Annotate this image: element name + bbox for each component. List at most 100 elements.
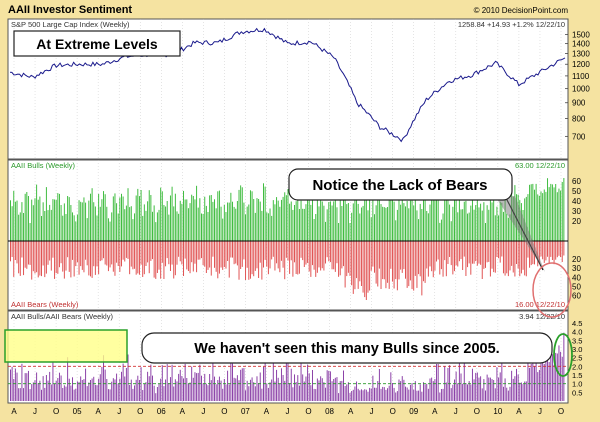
bulls-bar (556, 192, 558, 241)
bulls-bar (356, 195, 358, 241)
bulls-bar (91, 188, 93, 241)
bears-bar (349, 241, 351, 276)
bears-bar (183, 241, 185, 276)
ratio-bar (481, 388, 483, 401)
ratio-bar (156, 387, 158, 401)
ratio-bar (39, 380, 41, 401)
bears-bar (138, 241, 140, 275)
bulls-bar (227, 202, 229, 241)
price-ytick-label: 900 (572, 99, 586, 108)
ratio-bar (321, 378, 323, 401)
ratio-bar (300, 363, 302, 401)
ratio-bar (249, 379, 251, 401)
bulls-bar (256, 198, 258, 241)
bulls-bar (290, 201, 292, 241)
bulls-bar (525, 196, 527, 241)
ratio-bar (512, 378, 514, 401)
ratio-bar (109, 389, 111, 401)
bulls-bar (333, 201, 335, 241)
bulls-bar (426, 211, 428, 241)
bears-bar (83, 241, 85, 273)
ratio-bar (411, 383, 413, 401)
ratio-bar (60, 375, 62, 401)
ratio-bar (364, 389, 366, 401)
bears-bar (450, 241, 452, 266)
ratio-bar (320, 376, 322, 401)
ratio-bar (506, 387, 508, 401)
bulls-bar (106, 206, 108, 241)
bulls-bar (251, 191, 253, 241)
bears-bar (210, 241, 212, 276)
bulls-bar (524, 198, 526, 241)
bears-bar (522, 241, 524, 270)
ratio-bar (414, 381, 416, 401)
ratio-bar (509, 386, 511, 401)
bulls-bar (362, 205, 364, 241)
bulls-bar (352, 203, 354, 241)
ratio-bar (325, 387, 327, 401)
bears-bar (470, 241, 472, 275)
bulls-bar (124, 209, 126, 241)
bears-bar (248, 241, 250, 280)
ratio-bar (346, 384, 348, 401)
bears-bar (387, 241, 389, 283)
bulls-bar (294, 205, 296, 241)
bears-bar (475, 241, 477, 262)
ratio-bar (360, 389, 362, 401)
ratio-bar (382, 386, 384, 401)
bears-bar (117, 241, 119, 266)
bulls-bar (75, 221, 77, 241)
ratio-bar (530, 363, 532, 401)
ratio-bar (243, 368, 245, 401)
bulls-bar (10, 200, 11, 241)
ratio-bar (326, 370, 328, 401)
bears-bar (460, 241, 462, 260)
bears-bar (227, 241, 229, 261)
ratio-bar (391, 383, 393, 401)
bears-bar (504, 241, 506, 276)
bears-bar (538, 241, 540, 264)
bears-bar (328, 241, 330, 262)
ratio-bar (525, 381, 527, 401)
bulls-bar (491, 202, 493, 241)
bears-bar (516, 241, 518, 264)
ratio-bar (271, 379, 273, 401)
bulls-bar (254, 212, 256, 241)
bears-bar (354, 241, 356, 290)
ratio-bar (543, 364, 545, 401)
ratio-bar (89, 380, 91, 401)
bulls-bar (372, 199, 374, 241)
bears-oval-highlight (532, 262, 572, 318)
ratio-bar (383, 387, 385, 401)
bears-bar (520, 241, 522, 274)
ratio-bar (130, 379, 132, 401)
bears-bar (245, 241, 247, 280)
bears-bar (547, 241, 549, 257)
bulls-bar (502, 211, 504, 241)
bulls-bar (548, 187, 550, 241)
bulls-bar (406, 200, 408, 241)
bears-bar (179, 241, 181, 262)
bulls-bar (241, 187, 243, 241)
ratio-ytick-label: 2.5 (572, 354, 582, 363)
bulls-bar (176, 211, 178, 241)
bears-bar (160, 241, 162, 279)
bears-bar (367, 241, 369, 293)
bulls-bar (561, 182, 563, 241)
bulls-bar (318, 206, 320, 241)
bulls-bar (292, 209, 294, 241)
bears-bar (272, 241, 274, 257)
ratio-bar (540, 350, 542, 401)
bears-bar (494, 241, 496, 273)
ratio-bar (83, 379, 85, 401)
bulls-bar (444, 198, 446, 241)
bulls-bar (54, 199, 56, 241)
bears-bar (507, 241, 509, 277)
bears-bar (34, 241, 36, 274)
bears-bar (519, 241, 521, 277)
bears-bar (155, 241, 157, 279)
bulls-bar (259, 201, 261, 241)
ratio-bar (352, 389, 354, 401)
ratio-bar (447, 368, 449, 401)
ratio-bar (73, 389, 75, 401)
